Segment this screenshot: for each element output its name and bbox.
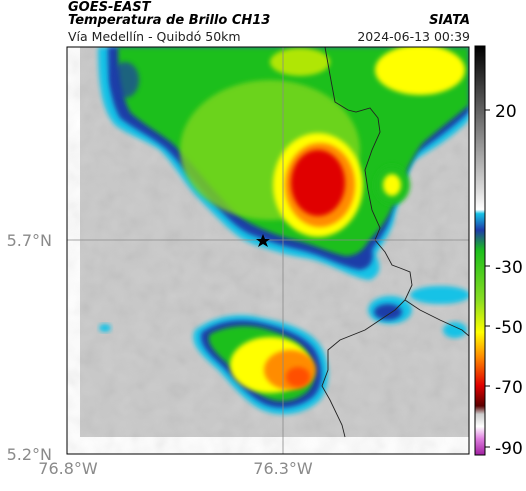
northern-convective-cloud bbox=[98, 47, 469, 280]
department-border bbox=[321, 47, 413, 438]
colorbar-tick-label: -90 bbox=[495, 439, 523, 459]
agency-label: SIATA bbox=[429, 13, 470, 28]
scattered-cloud-cells bbox=[99, 286, 469, 338]
colorbar-tick-label: -70 bbox=[495, 378, 523, 398]
colorbar-tick-label: 20 bbox=[495, 102, 517, 122]
region-subtitle: Vía Medellín - Quibdó 50km bbox=[68, 29, 241, 44]
colorbar-tick-label: -50 bbox=[495, 318, 523, 338]
department-border-branch bbox=[404, 299, 469, 337]
brightness-temperature-field bbox=[67, 47, 469, 454]
colorbar: 20 -30 -50 -70 -90 bbox=[474, 45, 523, 459]
datetime-label: 2024-06-13 00:39 bbox=[357, 29, 470, 44]
location-star-marker bbox=[256, 234, 270, 247]
x-tick-label: 76.8°W bbox=[38, 459, 98, 478]
y-tick-label: 5.2°N bbox=[7, 445, 52, 464]
southern-convective-cloud bbox=[193, 315, 329, 415]
map-frame bbox=[66, 46, 470, 455]
satellite-title: GOES-EAST bbox=[68, 0, 151, 15]
x-tick-label: 76.3°W bbox=[253, 459, 313, 478]
product-title: Temperatura de Brillo CH13 bbox=[68, 13, 271, 28]
colorbar-tick-label: -30 bbox=[495, 258, 523, 278]
y-tick-label: 5.7°N bbox=[7, 231, 52, 250]
